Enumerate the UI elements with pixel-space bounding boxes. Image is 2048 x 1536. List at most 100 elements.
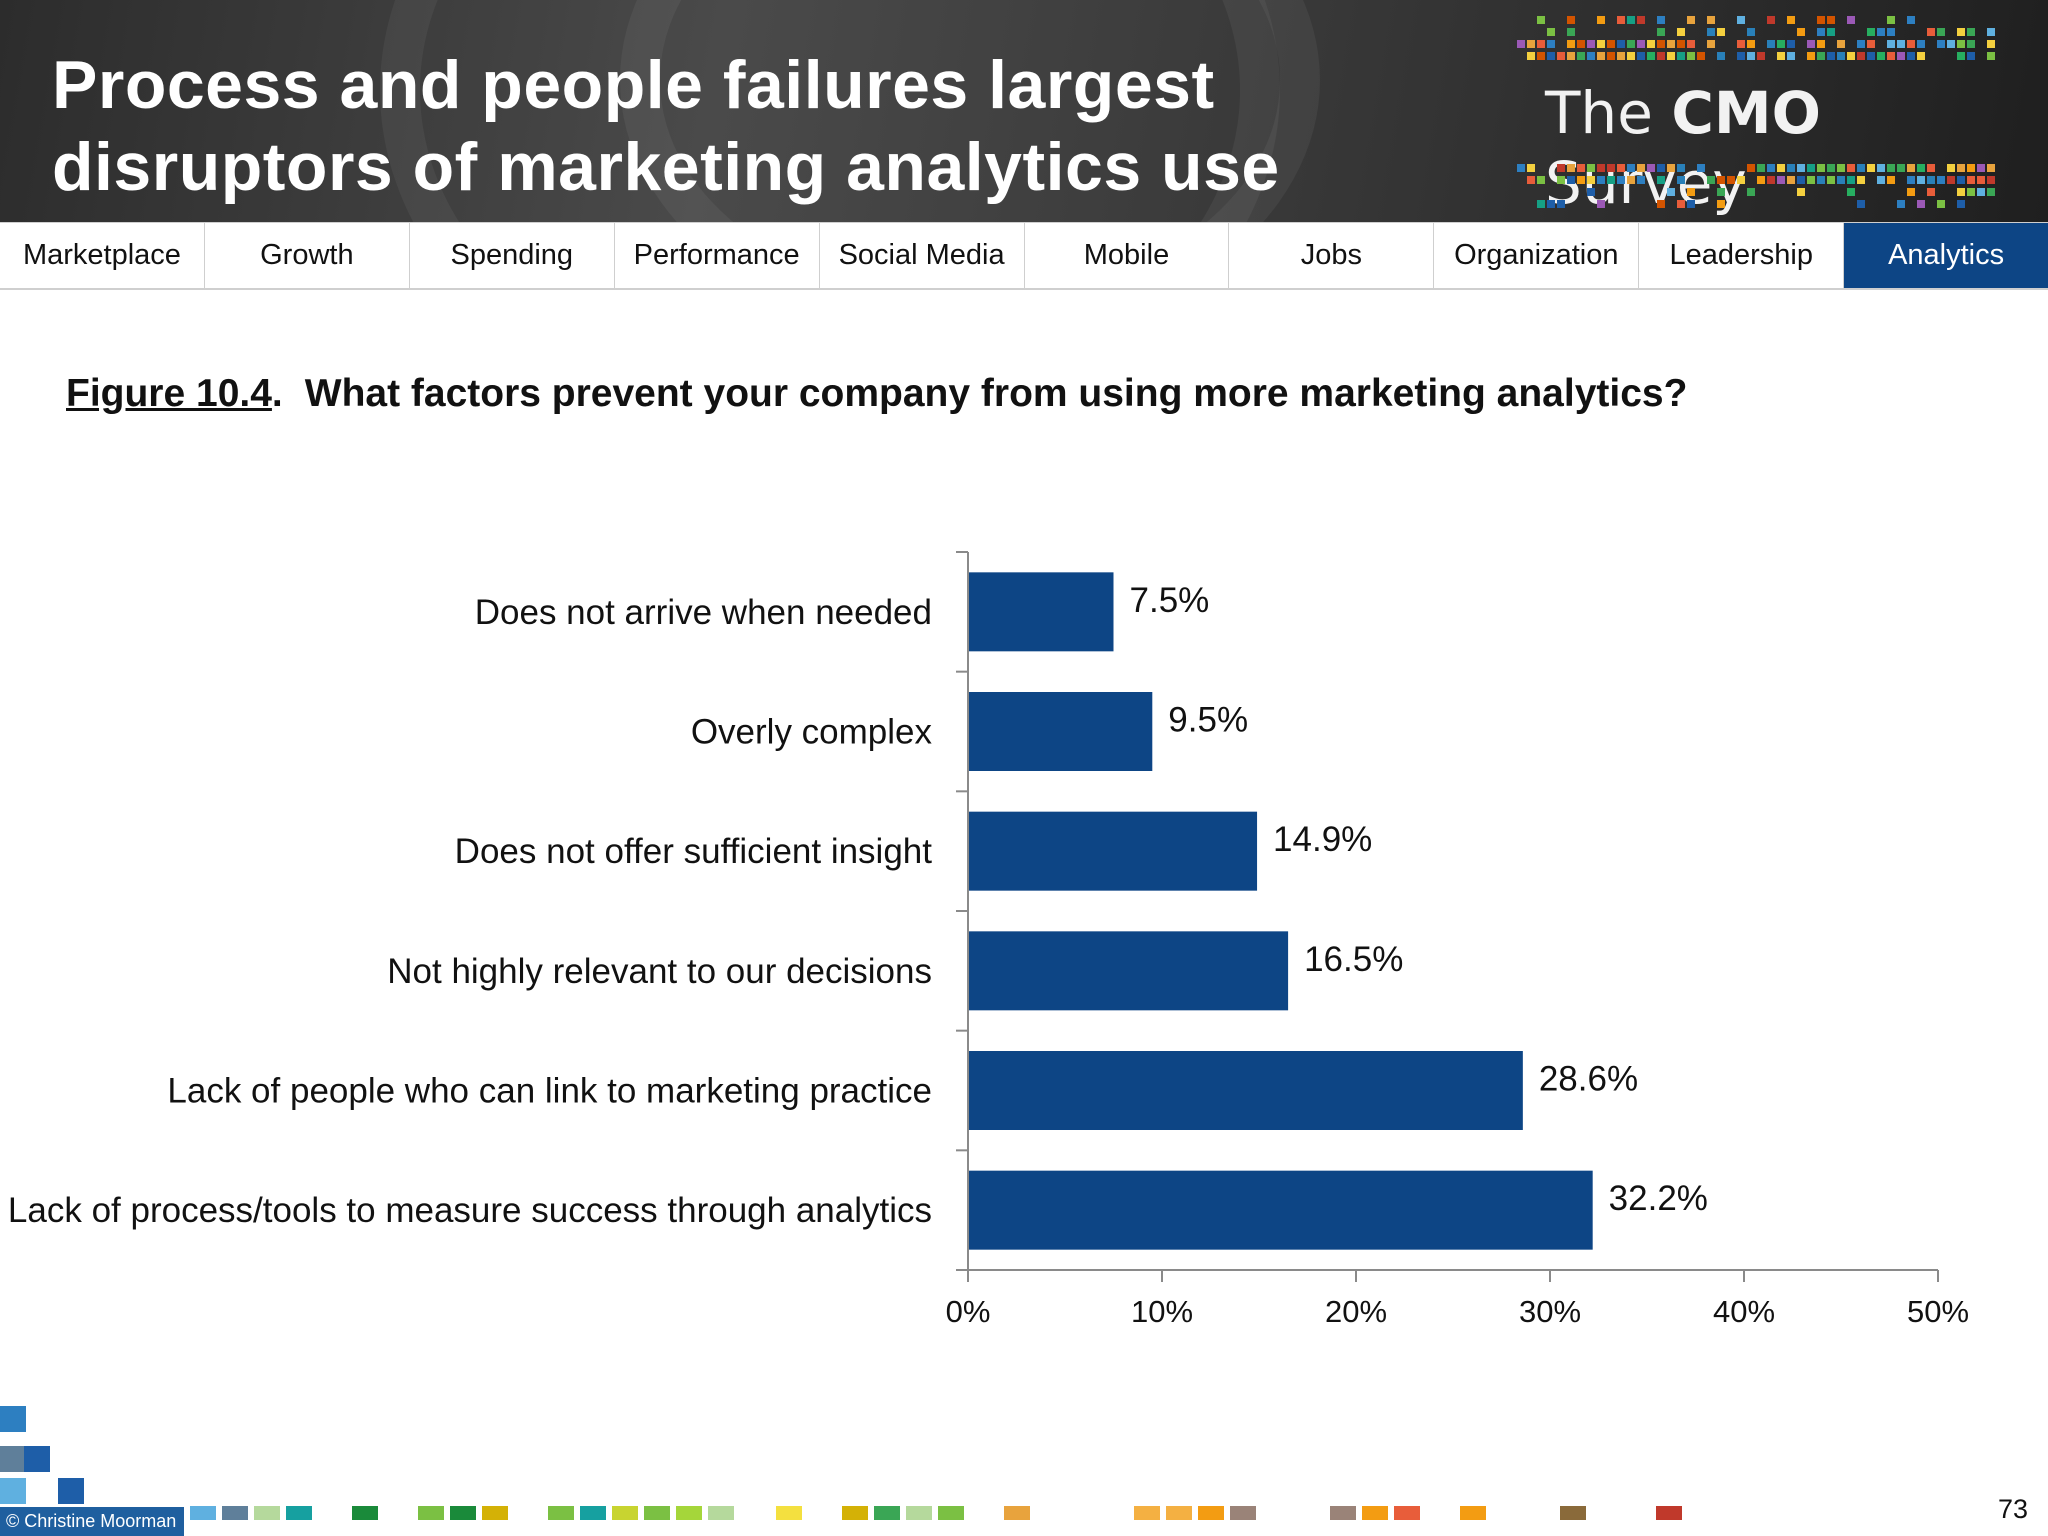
logo-mosaic-tile [1677,40,1685,48]
logo-mosaic-tile [1977,188,1985,196]
logo-mosaic-tile [1937,200,1945,208]
logo-mosaic-tile [1917,164,1925,172]
logo-mosaic-tile [1537,40,1545,48]
logo-mosaic-tile [1767,164,1775,172]
value-label: 16.5% [1304,940,1403,979]
footer-mosaic-tile [1230,1506,1256,1520]
logo-mosaic-tile [1767,16,1775,24]
logo-mosaic-tile [1857,164,1865,172]
logo-mosaic-tile [1717,28,1725,36]
logo-mosaic-tile [1567,176,1575,184]
section-nav: Marketplace Growth Spending Performance … [0,222,2048,290]
logo-mosaic-tile [1787,164,1795,172]
cmo-survey-logo: The CMO Survey [1515,10,2035,218]
logo-mosaic-tile [1967,188,1975,196]
logo-mosaic-tile [1817,52,1825,60]
logo-mosaic-tile [1597,176,1605,184]
bar [969,692,1153,771]
logo-mosaic-tile [1817,164,1825,172]
logo-mosaic-tile [1587,40,1595,48]
logo-mosaic-tile [1807,176,1815,184]
tab-analytics[interactable]: Analytics [1844,223,2048,288]
logo-mosaic-tile [1877,52,1885,60]
x-tick-label: 40% [1713,1294,1775,1329]
logo-mosaic-tile [1557,200,1565,208]
logo-mosaic-tile [1687,188,1695,196]
bar [969,1051,1523,1130]
logo-mosaic-tile [1687,16,1695,24]
tab-jobs[interactable]: Jobs [1229,223,1435,288]
logo-mosaic-tile [1627,176,1635,184]
logo-mosaic-tile [1867,164,1875,172]
logo-mosaic-tile [1827,28,1835,36]
logo-mosaic-tile [1887,40,1895,48]
logo-mosaic-tile [1537,200,1545,208]
logo-mosaic-top [1517,16,1995,60]
logo-mosaic-tile [1967,52,1975,60]
footer-mosaic-tile [482,1506,508,1520]
logo-mosaic-tile [1917,176,1925,184]
logo-mosaic-tile [1747,52,1755,60]
logo-mosaic-tile [1857,176,1865,184]
logo-mosaic-tile [1697,164,1705,172]
logo-mosaic-tile [1527,52,1535,60]
tab-performance[interactable]: Performance [615,223,820,288]
footer-mosaic-tile [58,1478,84,1504]
logo-mosaic-tile [1617,52,1625,60]
logo-mosaic-tile [1597,200,1605,208]
footer-mosaic-tile [708,1506,734,1520]
logo-mosaic-tile [1857,40,1865,48]
logo-mosaic-tile [1557,164,1565,172]
logo-mosaic-tile [1937,176,1945,184]
logo-mosaic-tile [1797,188,1805,196]
logo-mosaic-tile [1627,40,1635,48]
bar-chart: 0% 10% 20% 30% 40% 50% Does not arrive when ne… [0,540,2048,1340]
logo-mosaic-tile [1757,164,1765,172]
logo-mosaic-tile [1627,164,1635,172]
logo-mosaic-tile [1867,28,1875,36]
logo-mosaic-tile [1827,176,1835,184]
logo-mosaic-tile [1637,52,1645,60]
tab-leadership[interactable]: Leadership [1639,223,1845,288]
logo-mosaic-tile [1737,40,1745,48]
tab-social-media[interactable]: Social Media [820,223,1025,288]
tab-organization[interactable]: Organization [1434,223,1640,288]
logo-wordmark: The CMO Survey [1545,78,2025,218]
tab-marketplace[interactable]: Marketplace [0,223,205,288]
logo-mosaic-tile [1777,164,1785,172]
footer-mosaic [0,1406,1682,1520]
logo-mosaic-tile [1837,40,1845,48]
footer-mosaic-tile [254,1506,280,1520]
footer-mosaic-tile [1004,1506,1030,1520]
logo-mosaic-tile [1967,164,1975,172]
logo-mosaic-tile [1557,176,1565,184]
figure-question: What factors prevent your company from u… [304,372,1688,415]
logo-mosaic-tile [1747,188,1755,196]
logo-mosaic-tile [1597,16,1605,24]
logo-mosaic-tile [1907,52,1915,60]
logo-mosaic-tile [1577,40,1585,48]
logo-mosaic-tile [1967,28,1975,36]
logo-mosaic-tile [1877,164,1885,172]
logo-mosaic-tile [1877,28,1885,36]
logo-mosaic-tile [1587,176,1595,184]
logo-mosaic-tile [1937,28,1945,36]
footer-mosaic-tile [676,1506,702,1520]
logo-mosaic-tile [1687,52,1695,60]
tab-mobile[interactable]: Mobile [1025,223,1230,288]
footer-mosaic-tile [418,1506,444,1520]
category-label: Overly complex [691,713,933,752]
tab-spending[interactable]: Spending [410,223,615,288]
logo-mosaic-tile [1737,52,1745,60]
logo-mosaic-tile [1797,176,1805,184]
logo-mosaic-tile [1657,176,1665,184]
logo-mosaic-tile [1607,52,1615,60]
logo-mosaic-tile [1597,52,1605,60]
logo-mosaic-tile [1847,52,1855,60]
footer-mosaic-tile [644,1506,670,1520]
logo-mosaic-tile [1657,200,1665,208]
tab-growth[interactable]: Growth [205,223,410,288]
x-tick-label: 0% [946,1294,991,1329]
logo-mosaic-tile [1847,16,1855,24]
logo-mosaic-tile [1817,40,1825,48]
